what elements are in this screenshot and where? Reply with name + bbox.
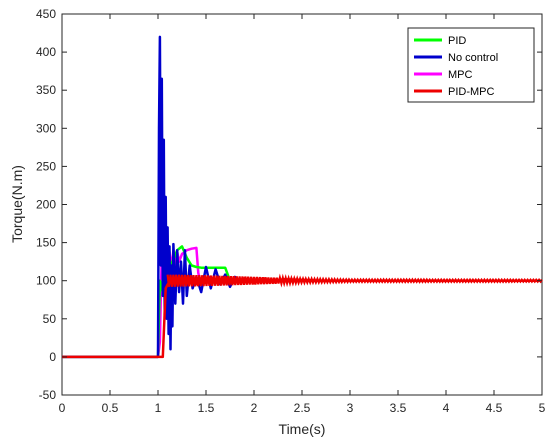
y-tick-label: 400: [36, 45, 56, 59]
x-tick-label: 2.5: [294, 401, 311, 415]
legend-label: MPC: [448, 69, 473, 81]
y-axis-label: Torque(N.m): [9, 165, 25, 243]
series-line-pid-mpc: [62, 276, 542, 359]
x-tick-label: 5: [539, 401, 546, 415]
y-tick-label: 100: [36, 274, 56, 288]
y-tick-label: 350: [36, 83, 56, 97]
axes-layer: 0 0.5 1 1.5 2 2.5 3 3.5 4 4.5 5-500501001502002503…: [36, 7, 546, 415]
x-tick-label: 2: [251, 401, 258, 415]
legend: PID No control MPC PID-MPC: [407, 27, 535, 103]
x-tick-label: 0: [59, 401, 66, 415]
legend-label: No control: [448, 52, 498, 64]
legend-label: PID-MPC: [448, 86, 495, 98]
y-tick-label: 50: [43, 312, 57, 326]
x-tick-label: 0.5: [102, 401, 119, 415]
x-tick-label: 3.5: [390, 401, 407, 415]
y-tick-label: 0: [49, 350, 56, 364]
x-tick-label: 3: [347, 401, 354, 415]
x-tick-label: 1.5: [198, 401, 215, 415]
x-axis-label: Time(s): [279, 421, 326, 437]
x-tick-label: 1: [155, 401, 162, 415]
y-tick-label: 250: [36, 159, 56, 173]
y-tick-label: 300: [36, 121, 56, 135]
y-tick-label: 200: [36, 198, 56, 212]
series-layer: [62, 35, 543, 359]
y-tick-label: -50: [39, 388, 57, 402]
x-tick-label: 4.5: [486, 401, 503, 415]
y-tick-label: 450: [36, 7, 56, 21]
legend-label: PID: [448, 35, 466, 47]
y-tick-label: 150: [36, 236, 56, 250]
x-tick-label: 4: [443, 401, 450, 415]
